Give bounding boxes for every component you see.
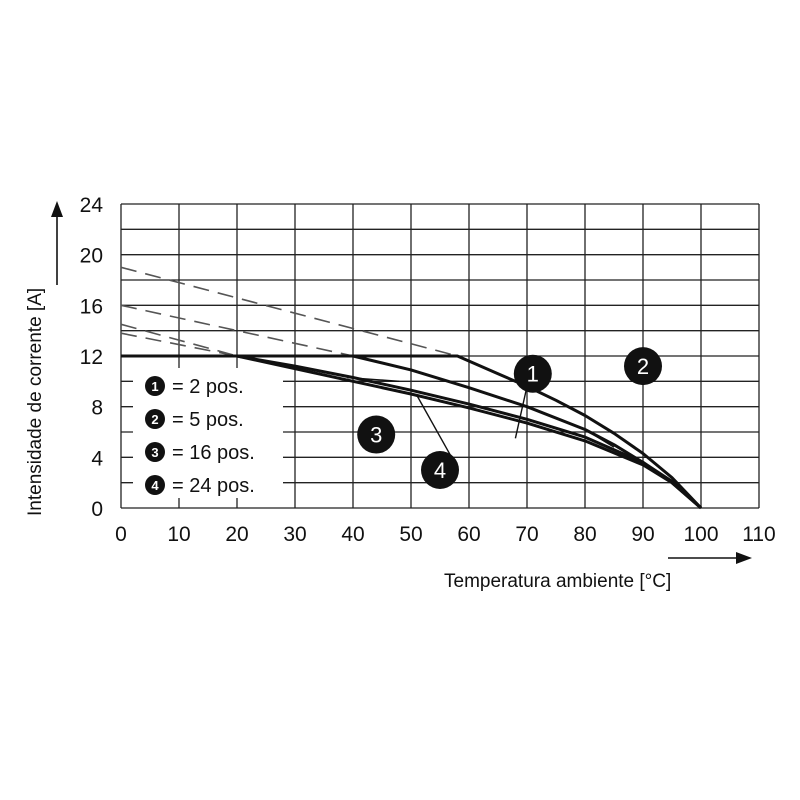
legend-marker-2 bbox=[145, 409, 165, 429]
legend-item-4: 4 = 24 pos. bbox=[145, 475, 255, 497]
callout-3: 3 bbox=[347, 376, 400, 454]
callout-number-2: 2 bbox=[637, 354, 649, 379]
x-axis-label: Temperatura ambiente [°C] bbox=[444, 571, 671, 592]
x-tick-label: 110 bbox=[742, 523, 775, 546]
x-tick-label: 30 bbox=[283, 523, 306, 546]
legend-label: = 5 pos. bbox=[172, 409, 244, 431]
legend-marker-number: 1 bbox=[151, 379, 158, 394]
x-tick-label: 0 bbox=[115, 523, 127, 546]
chart-axes bbox=[51, 201, 752, 564]
legend-marker-4 bbox=[145, 475, 165, 495]
x-tick-label: 50 bbox=[399, 523, 422, 546]
callout-2: 2 bbox=[584, 347, 662, 448]
callout-leader-2 bbox=[584, 428, 615, 448]
x-axis-arrowhead bbox=[736, 552, 752, 564]
callout-number-3: 3 bbox=[370, 423, 382, 448]
y-tick-label: 12 bbox=[80, 346, 103, 369]
series-1-dashed-line bbox=[120, 266, 458, 357]
x-tick-label: 40 bbox=[341, 523, 364, 546]
callout-badge-3 bbox=[357, 415, 396, 454]
legend-label: = 2 pos. bbox=[172, 376, 244, 398]
callout-badge-2 bbox=[624, 347, 662, 386]
y-tick-label: 16 bbox=[80, 295, 103, 318]
series-1-line bbox=[121, 354, 703, 510]
x-tick-label: 20 bbox=[225, 523, 248, 546]
callout-1: 1 bbox=[513, 354, 552, 439]
chart-legend: 1 = 2 pos. 2 = 5 pos. 3 = 16 pos. 4 = 24 pos. bbox=[133, 368, 283, 498]
legend-marker-number: 4 bbox=[151, 478, 159, 493]
legend-label: = 16 pos. bbox=[172, 442, 255, 464]
legend-marker-number: 2 bbox=[151, 412, 158, 427]
callout-badge-4 bbox=[421, 451, 459, 489]
x-tick-label: 70 bbox=[515, 523, 538, 546]
y-axis-label: Intensidade de corrente [A] bbox=[25, 288, 46, 516]
legend-item-3: 3 = 16 pos. bbox=[145, 442, 255, 464]
series-3-dashed-line bbox=[120, 323, 238, 357]
y-tick-label: 8 bbox=[91, 397, 103, 420]
curve-callouts: 1 2 3 4 bbox=[347, 347, 662, 489]
legend-label: = 24 pos. bbox=[172, 475, 255, 497]
callout-badge-1 bbox=[513, 354, 552, 393]
legend-item-1: 1 = 2 pos. bbox=[145, 376, 244, 398]
y-tick-label: 20 bbox=[80, 245, 103, 268]
callout-leader-4 bbox=[416, 394, 453, 458]
legend-marker-number: 3 bbox=[151, 445, 158, 460]
legend-marker-1 bbox=[145, 376, 165, 396]
callout-leader-3 bbox=[347, 376, 400, 383]
callout-number-4: 4 bbox=[434, 458, 446, 483]
y-axis-arrowhead bbox=[51, 201, 63, 217]
x-tick-label: 80 bbox=[573, 523, 596, 546]
y-tick-label: 4 bbox=[91, 447, 103, 470]
legend-item-2: 2 = 5 pos. bbox=[145, 409, 244, 431]
chart-curves bbox=[120, 266, 703, 510]
x-tick-label: 60 bbox=[457, 523, 480, 546]
x-tick-label: 10 bbox=[167, 523, 190, 546]
x-tick-label: 100 bbox=[683, 523, 718, 546]
series-4-dashed-line bbox=[120, 332, 238, 357]
y-tick-label: 0 bbox=[91, 498, 103, 521]
callout-4: 4 bbox=[416, 394, 459, 489]
series-2-dashed-line bbox=[120, 304, 354, 357]
series-4-line bbox=[121, 354, 702, 510]
x-tick-label: 90 bbox=[631, 523, 654, 546]
legend-marker-3 bbox=[145, 442, 165, 462]
series-3-line bbox=[121, 354, 703, 510]
callout-leader-1 bbox=[514, 386, 528, 439]
y-tick-label: 24 bbox=[80, 194, 104, 217]
callout-number-1: 1 bbox=[527, 362, 539, 387]
